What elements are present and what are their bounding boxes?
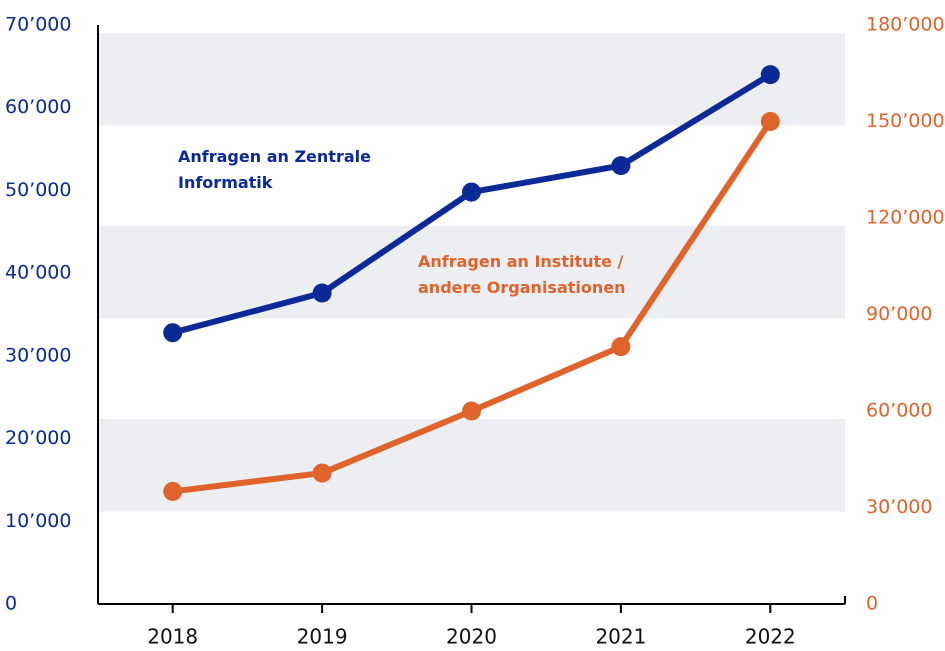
point bbox=[760, 65, 780, 85]
y-tick-label: 50’000 bbox=[5, 179, 71, 201]
point bbox=[760, 112, 780, 131]
y-tick-label: 10’000 bbox=[5, 510, 71, 532]
y2-tick-label: 90’000 bbox=[866, 303, 932, 325]
y2-tick-label: 30’000 bbox=[866, 496, 932, 518]
y-tick-label: 20’000 bbox=[5, 427, 71, 449]
point bbox=[312, 283, 332, 303]
y-tick-label: 40’000 bbox=[5, 262, 71, 284]
grid-band bbox=[98, 419, 845, 512]
x-tick-label: 2022 bbox=[745, 625, 796, 649]
x-tick-label: 2018 bbox=[147, 625, 198, 649]
y2-tick-label: 150’000 bbox=[866, 110, 945, 132]
point bbox=[611, 337, 631, 357]
series-label: Anfragen an Zentrale Informatik bbox=[178, 147, 371, 192]
y2-tick-label: 120’000 bbox=[866, 207, 945, 229]
point bbox=[462, 401, 481, 421]
y2-tick-label: 60’000 bbox=[866, 400, 932, 422]
series-label: Anfragen an Institute / andere Organisat… bbox=[418, 252, 626, 297]
point bbox=[163, 323, 183, 343]
point bbox=[462, 182, 481, 202]
point bbox=[312, 463, 332, 483]
point bbox=[611, 156, 631, 176]
y-tick-label: 30’000 bbox=[5, 344, 71, 366]
y-tick-label: 0 bbox=[5, 593, 17, 615]
grid-band bbox=[98, 226, 845, 319]
x-tick-label: 2021 bbox=[595, 625, 646, 649]
x-tick-label: 2019 bbox=[297, 625, 348, 649]
y-tick-label: 70’000 bbox=[5, 14, 71, 36]
grid-band bbox=[98, 33, 845, 126]
y2-tick-label: 0 bbox=[866, 593, 878, 615]
y-tick-label: 60’000 bbox=[5, 96, 71, 118]
point bbox=[163, 481, 183, 501]
x-tick-label: 2020 bbox=[446, 625, 497, 649]
y2-tick-label: 180’000 bbox=[866, 14, 945, 36]
